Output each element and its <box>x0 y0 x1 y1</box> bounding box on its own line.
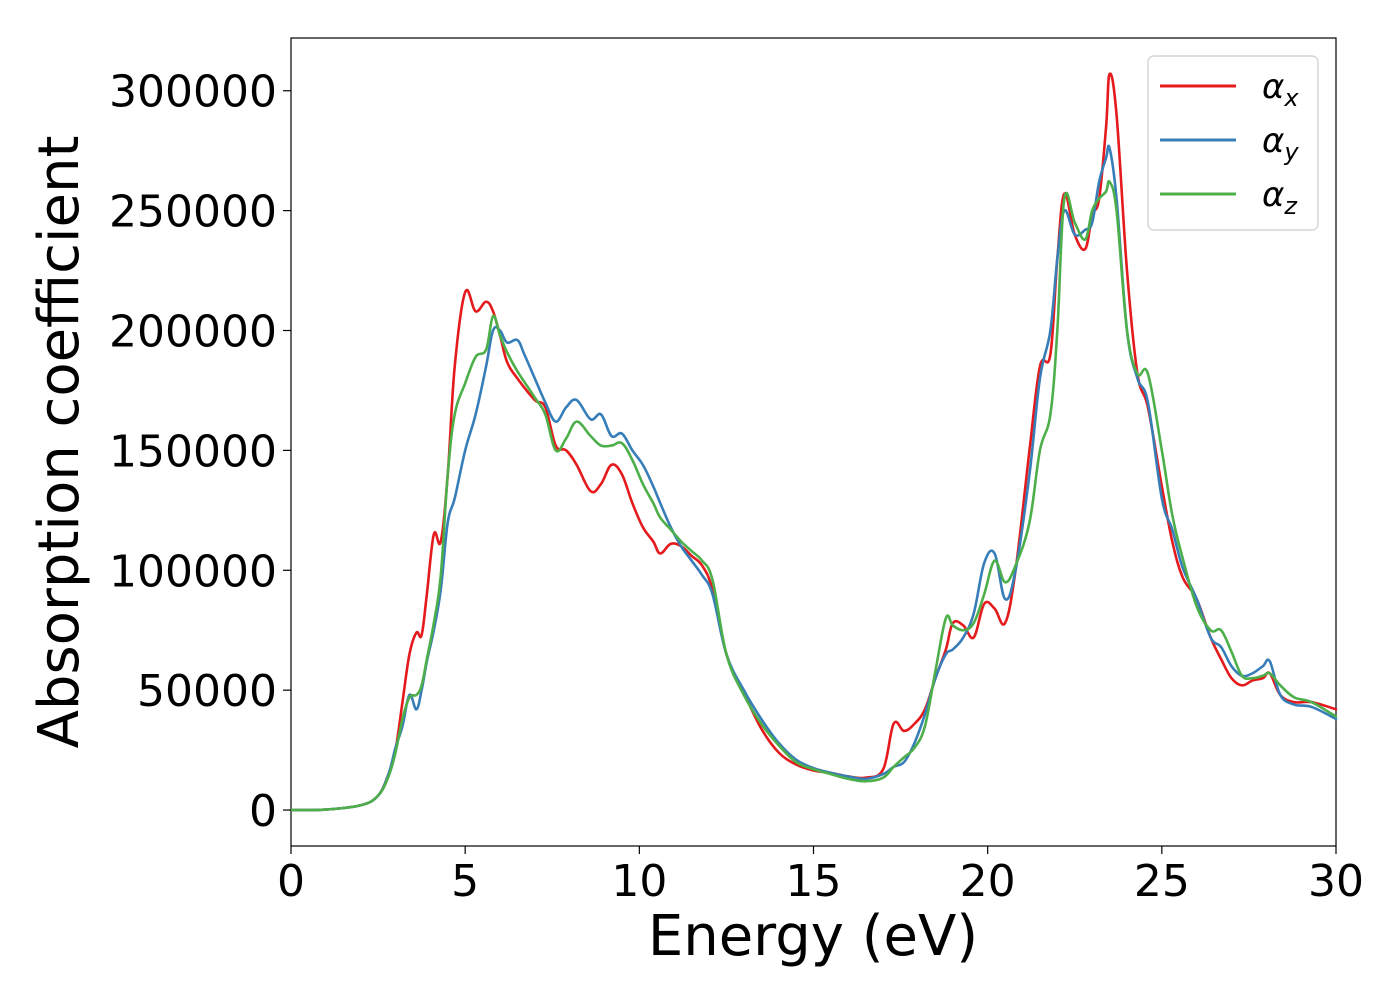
series-layer <box>289 72 1338 812</box>
y-tick-label: 250000 <box>109 187 277 238</box>
legend-label-x: αx <box>1262 67 1299 112</box>
y-tick-label: 50000 <box>137 666 277 717</box>
y-axis-ticks: 0 50000 100000 150000 200000 250000 300000 <box>109 67 291 837</box>
x-tick-label: 25 <box>1134 856 1190 907</box>
legend-label-z: αz <box>1262 175 1298 220</box>
y-axis-title: Absorption coefficient <box>27 136 92 749</box>
y-tick-label: 300000 <box>109 67 277 118</box>
x-tick-label: 5 <box>451 856 479 907</box>
legend-items: αx αy αz <box>1160 67 1299 220</box>
x-tick-label: 30 <box>1308 856 1364 907</box>
y-tick-label: 150000 <box>109 426 277 477</box>
legend: αx αy αz <box>1147 55 1319 231</box>
x-tick-label: 15 <box>786 856 842 907</box>
y-tick-label: 100000 <box>109 546 277 597</box>
y-tick-label: 200000 <box>109 307 277 358</box>
y-tick-label: 0 <box>249 786 277 837</box>
x-axis-ticks: 0 5 10 15 20 25 30 <box>277 846 1364 907</box>
legend-box <box>1147 55 1319 231</box>
legend-label-y: αy <box>1262 121 1299 166</box>
x-axis-title: Energy (eV) <box>648 904 978 969</box>
x-tick-label: 10 <box>611 856 667 907</box>
x-tick-label: 20 <box>960 856 1016 907</box>
x-tick-label: 0 <box>277 856 305 907</box>
series-line-z <box>289 179 1338 812</box>
